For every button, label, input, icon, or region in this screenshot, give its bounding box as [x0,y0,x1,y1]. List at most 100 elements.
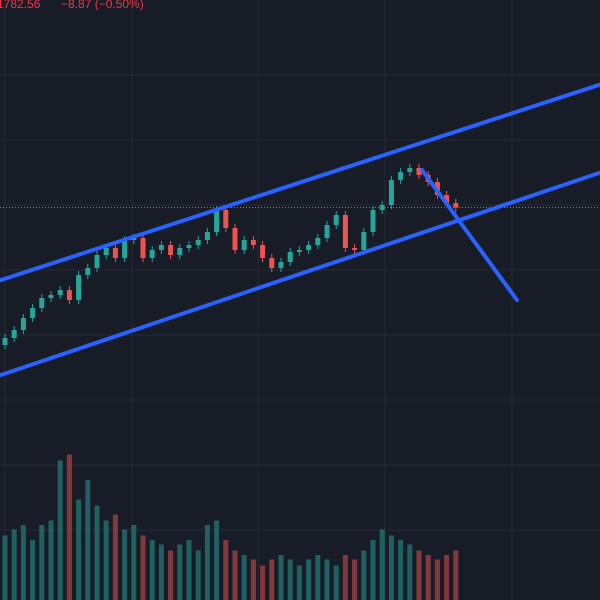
volume-bar [76,499,82,600]
volume-bar [177,544,183,600]
volume-bar [149,540,155,600]
candle-body [379,205,385,210]
volume-bar [407,544,413,600]
volume-bar [352,559,358,600]
candle-body [453,203,459,208]
volume-bar [122,529,128,600]
volume-bar [287,559,293,600]
volume-bar [388,535,394,600]
volume-bar [30,540,36,600]
volume-bar [361,550,367,600]
candle-body [342,215,348,248]
last-price: 1782.56 [0,0,41,11]
volume-bar [241,555,247,600]
volume-bar [2,535,8,600]
candle-body [66,290,72,300]
volume-bar [103,520,109,600]
volume-bar [186,540,192,600]
volume-bar [296,565,302,600]
candle-body [85,268,91,275]
volume-bar [168,550,174,600]
volume-bar [379,529,385,600]
projection-line [420,168,519,302]
candle-body [444,195,450,203]
volume-bar [324,559,330,600]
volume-bar [48,520,54,600]
candle-body [370,210,376,232]
candle-body [39,298,45,308]
volume-bar [131,525,137,600]
candle-body [131,238,137,240]
upper-channel-line [0,82,600,283]
volume-bar [370,540,376,600]
candle-body [296,250,302,252]
volume-bar [250,559,256,600]
volume-bar [39,525,45,600]
candle-body [76,275,82,300]
candle-body [158,245,164,250]
candle-body [361,232,367,250]
price-layer [0,164,600,349]
volume-bar [453,550,459,600]
candle-body [223,210,229,228]
candle-body [94,255,100,268]
candle-body [112,248,118,258]
candle-body [177,248,183,255]
volume-bar [85,480,91,600]
volume-bar [232,550,238,600]
candle-body [306,245,312,250]
volume-bar [269,559,275,600]
candle-body [407,168,413,172]
volume-bar [306,559,312,600]
candle-body [149,250,155,258]
candle-body [186,245,192,248]
candle-body [168,245,174,255]
candle-body [250,240,256,245]
candle-body [140,238,146,258]
volume-bar [425,555,431,600]
volume-bar [20,525,26,600]
candle-body [195,240,201,245]
trend-lines [0,82,600,378]
candle-body [20,318,26,330]
volume-layer [2,454,459,600]
candle-body [388,180,394,205]
lower-channel-line [0,170,600,378]
candle-body [416,168,422,175]
volume-bar [315,555,321,600]
volume-bar [223,540,229,600]
volume-bar [214,520,220,600]
candle-body [30,308,36,318]
candle-body [204,232,210,240]
candle-body [398,172,404,180]
volume-bar [195,550,201,600]
volume-bar [342,555,348,600]
volume-bar [66,454,72,600]
volume-bar [94,505,100,600]
candle-body [278,262,284,268]
volume-bar [444,555,450,600]
volume-bar [333,565,339,600]
candle-body [333,215,339,225]
volume-bar [158,544,164,600]
volume-bar [278,555,284,600]
candle-body [315,238,321,245]
candle-body [57,290,63,295]
candle-body [269,258,275,268]
volume-bar [398,540,404,600]
candle-body [11,330,17,338]
candle-body [103,248,109,255]
volume-bar [140,535,146,600]
volume-bar [57,460,63,600]
candle-body [260,245,266,258]
volume-bar [416,550,422,600]
volume-bar [260,565,266,600]
candle-body [214,210,220,232]
candle-body [232,228,238,250]
volume-bar [434,559,440,600]
candle-body [324,225,330,238]
